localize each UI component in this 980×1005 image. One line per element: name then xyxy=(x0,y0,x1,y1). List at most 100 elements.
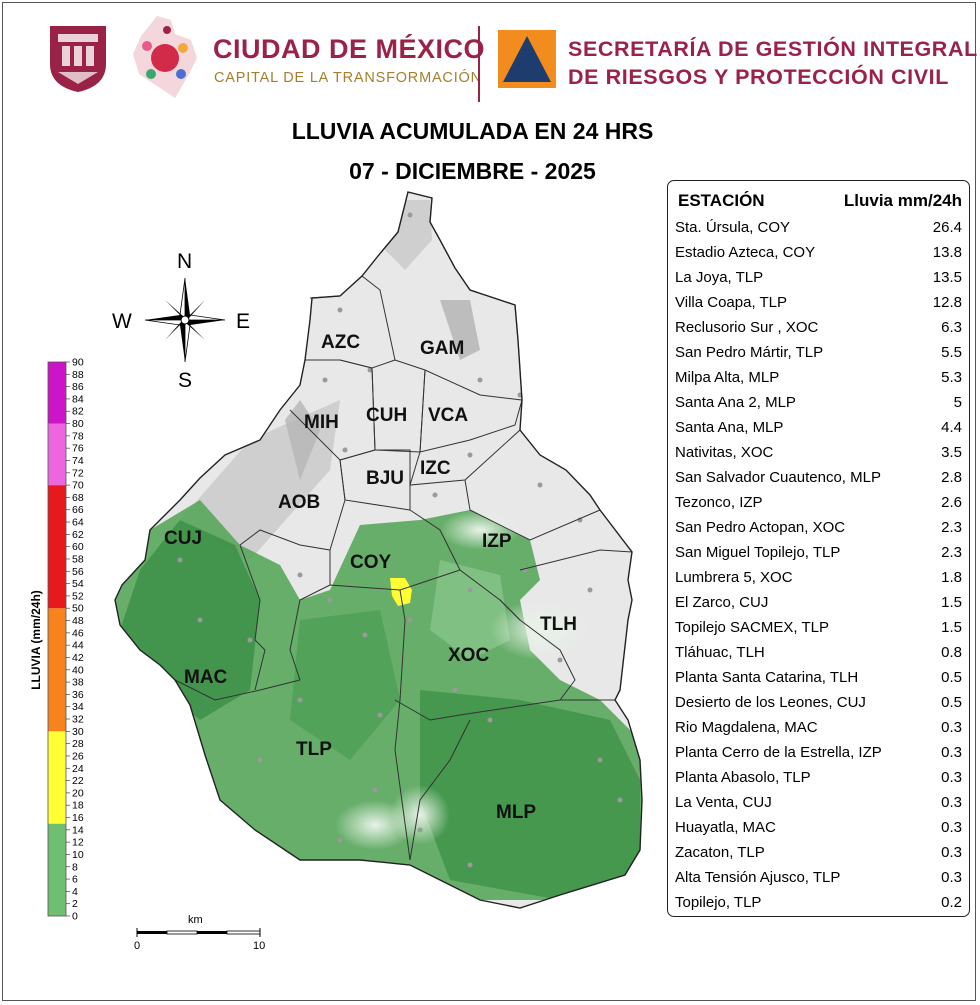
station-name: San Miguel Topilejo, TLP xyxy=(675,544,841,561)
city-slogan: CAPITAL DE LA TRANSFORMACIÓN xyxy=(214,70,482,86)
legend-tick-label: 6 xyxy=(72,874,78,886)
legend-tick-label: 28 xyxy=(72,738,84,750)
station-name: Desierto de los Leones, CUJ xyxy=(675,694,866,711)
rainfall-value: 0.3 xyxy=(941,794,962,811)
legend-tick-label: 76 xyxy=(72,443,84,455)
agency-name: SECRETARÍA DE GESTIÓN INTEGRAL DE RIESGO… xyxy=(568,35,978,91)
legend-tick-label: 12 xyxy=(72,837,84,849)
table-row: Desierto de los Leones, CUJ 0.5 xyxy=(675,694,962,719)
station-name: Planta Cerro de la Estrella, IZP xyxy=(675,744,882,761)
rainfall-value: 0.3 xyxy=(941,869,962,886)
legend-tick-label: 38 xyxy=(72,677,84,689)
legend-tick-label: 16 xyxy=(72,812,84,824)
legend-tick-label: 64 xyxy=(72,517,84,529)
table-row: San Salvador Cuautenco, MLP 2.8 xyxy=(675,469,962,494)
legend-tick-label: 56 xyxy=(72,566,84,578)
municipality-label-gam: GAM xyxy=(420,338,464,359)
station-name: Rio Magdalena, MAC xyxy=(675,719,818,736)
legend-band xyxy=(48,485,66,609)
table-row: San Miguel Topilejo, TLP 2.3 xyxy=(675,544,962,569)
station-name: El Zarco, CUJ xyxy=(675,594,769,611)
rainfall-value: 13.5 xyxy=(932,269,962,286)
station-name: Topilejo, TLP xyxy=(675,894,762,911)
legend-tick-label: 2 xyxy=(72,898,78,910)
legend-frame xyxy=(47,361,67,917)
table-row: Estadio Azteca, COY 13.8 xyxy=(675,244,962,269)
station-name: San Salvador Cuautenco, MLP xyxy=(675,469,881,486)
legend-tick-label: 44 xyxy=(72,640,84,652)
legend-tick-label: 42 xyxy=(72,652,84,664)
table-row: Zacaton, TLP 0.3 xyxy=(675,844,962,869)
municipality-label-cuh: CUH xyxy=(366,405,407,426)
rainfall-value: 13.8 xyxy=(932,244,962,261)
municipality-label-xoc: XOC xyxy=(448,645,489,666)
scale-unit: km xyxy=(188,914,203,926)
legend-tick-label: 88 xyxy=(72,369,84,381)
table-row: Santa Ana 2, MLP 5 xyxy=(675,394,962,419)
civil-protection-logo xyxy=(498,30,556,88)
legend-tick-label: 48 xyxy=(72,615,84,627)
municipality-label-tlp: TLP xyxy=(296,739,332,760)
station-name: Topilejo SACMEX, TLP xyxy=(675,619,829,636)
legend-bands xyxy=(48,362,66,916)
municipality-label-izp: IZP xyxy=(482,531,512,552)
legend-tick-label: 62 xyxy=(72,529,84,541)
rainfall-map: AZC GAM MIH CUH VCA BJU IZC AOB CUJ COY … xyxy=(114,191,643,909)
compass-star-icon xyxy=(144,277,226,363)
table-row: Villa Coapa, TLP 12.8 xyxy=(675,294,962,319)
station-name: Tezonco, IZP xyxy=(675,494,763,511)
rainfall-value: 0.3 xyxy=(941,844,962,861)
rainfall-value: 2.6 xyxy=(941,494,962,511)
legend-tick-label: 58 xyxy=(72,553,84,565)
rainfall-value: 4.4 xyxy=(941,419,962,436)
table-row: Sta. Úrsula, COY 26.4 xyxy=(675,219,962,244)
station-name: Villa Coapa, TLP xyxy=(675,294,788,311)
table-row: Planta Santa Catarina, TLH 0.5 xyxy=(675,669,962,694)
legend-tick-label: 72 xyxy=(72,467,84,479)
rainfall-value: 0.8 xyxy=(941,644,962,661)
station-name: Estadio Azteca, COY xyxy=(675,244,816,261)
legend-tick-label: 52 xyxy=(72,590,84,602)
legend-tick-label: 82 xyxy=(72,406,84,418)
legend-band xyxy=(48,731,66,824)
legend-tick-label: 46 xyxy=(72,627,84,639)
compass-north: N xyxy=(177,250,192,273)
legend-ticks: 0246810121416182022242628303234363840424… xyxy=(66,357,84,923)
agency-name-line2: DE RIESGOS Y PROTECCIÓN CIVIL xyxy=(568,65,949,89)
table-row: Planta Abasolo, TLP 0.3 xyxy=(675,769,962,794)
station-name: Milpa Alta, MLP xyxy=(675,369,780,386)
legend-tick-label: 14 xyxy=(72,824,84,836)
rainfall-value: 5.3 xyxy=(941,369,962,386)
table-row: Nativitas, XOC 3.5 xyxy=(675,444,962,469)
scale-bar: km 0 10 xyxy=(134,914,265,952)
map-date: 07 - DICIEMBRE - 2025 xyxy=(349,158,596,184)
compass-west: W xyxy=(112,310,132,333)
station-name: Sta. Úrsula, COY xyxy=(675,219,791,236)
station-table: ESTACIÓN Lluvia mm/24h Sta. Úrsula, COY 2… xyxy=(667,180,970,917)
compass-south: S xyxy=(178,369,192,392)
rainfall-value: 5.5 xyxy=(941,344,962,361)
station-name: La Venta, CUJ xyxy=(675,794,772,811)
legend-tick-label: 32 xyxy=(72,714,84,726)
legend-band xyxy=(48,362,66,424)
legend-tick-label: 10 xyxy=(72,849,84,861)
legend-tick-label: 86 xyxy=(72,381,84,393)
legend-tick-label: 0 xyxy=(72,911,78,923)
table-row: Huayatla, MAC 0.3 xyxy=(675,819,962,844)
municipality-label-cuj: CUJ xyxy=(164,528,202,549)
legend-tick-label: 50 xyxy=(72,603,84,615)
table-row: La Joya, TLP 13.5 xyxy=(675,269,962,294)
rainfall-value: 3.5 xyxy=(941,444,962,461)
header-divider xyxy=(478,26,480,102)
legend-band xyxy=(48,823,66,916)
rainfall-value: 0.5 xyxy=(941,694,962,711)
station-name: Reclusorio Sur , XOC xyxy=(675,319,819,336)
rainfall-value: 2.3 xyxy=(941,519,962,536)
legend-tick-label: 34 xyxy=(72,701,84,713)
station-name: Zacaton, TLP xyxy=(675,844,765,861)
station-name: San Pedro Actopan, XOC xyxy=(675,519,846,536)
legend-tick-label: 74 xyxy=(72,455,84,467)
rainfall-value: 0.3 xyxy=(941,819,962,836)
